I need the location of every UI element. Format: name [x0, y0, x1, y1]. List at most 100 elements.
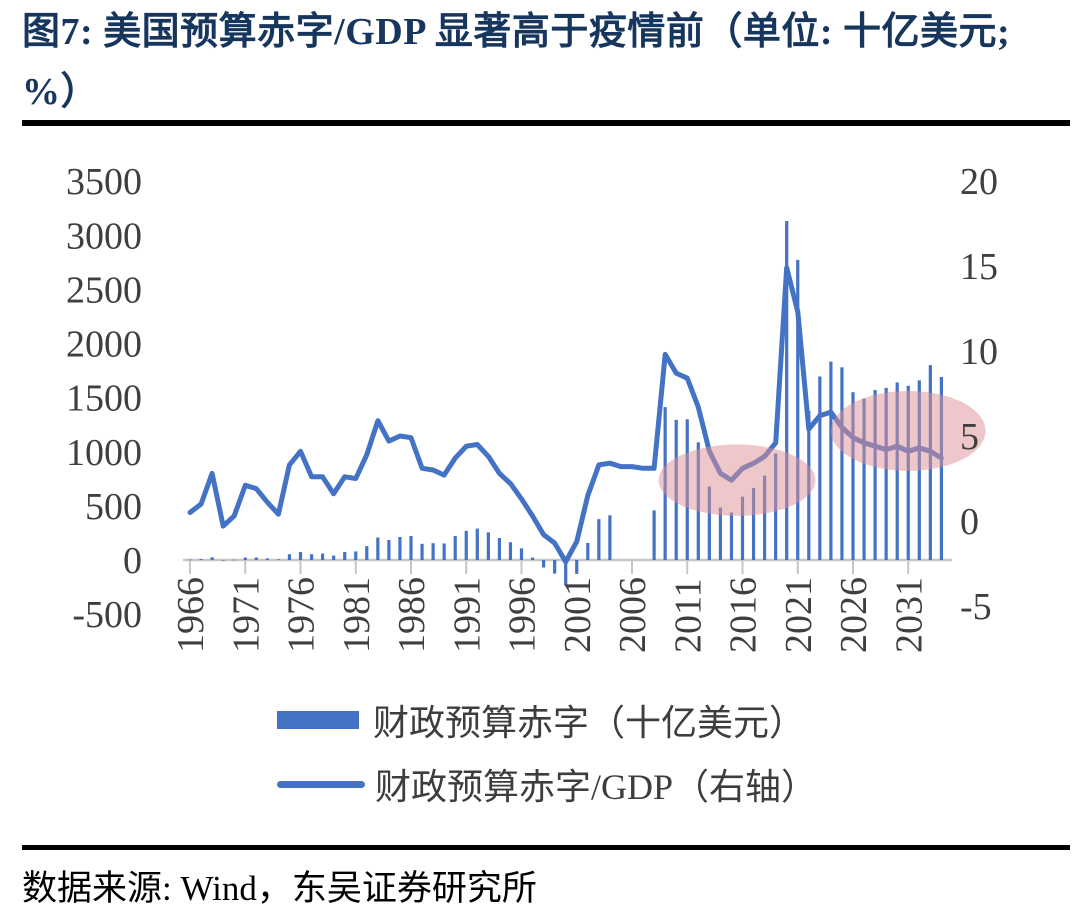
deficit-bar — [707, 486, 711, 560]
deficit-bar — [409, 536, 413, 560]
deficit-chart: 3500 3000 2500 2000 1500 1000 500 0 -500 20 15 10 5 0… — [66, 161, 998, 653]
deficit-bar — [497, 538, 501, 560]
legend-line-swatch-icon — [277, 780, 365, 788]
axis-tick-label: 1971 — [225, 577, 267, 653]
axis-tick-label: 1991 — [446, 577, 488, 653]
deficit-bar — [608, 515, 612, 560]
legend-item-deficit-gdp-line: 财政预算赤字/GDP（右轴） — [277, 764, 817, 807]
legend-item-deficit-bars: 财政预算赤字（十亿美元） — [277, 700, 817, 743]
axis-tick-label: 20 — [960, 161, 998, 203]
divider-top — [22, 120, 1070, 126]
axis-tick-label: 3000 — [66, 215, 142, 257]
deficit-bar — [652, 510, 656, 560]
deficit-bar — [464, 530, 468, 560]
highlight-ellipse — [658, 444, 816, 516]
deficit-bar — [475, 528, 479, 560]
deficit-bar — [751, 487, 756, 560]
deficit-bar — [354, 551, 358, 560]
legend-item-label: 财政预算赤字（十亿美元） — [373, 703, 806, 743]
axis-tick-label: 500 — [85, 486, 142, 528]
axis-tick-label: 0 — [960, 501, 979, 543]
deficit-bar — [553, 560, 557, 574]
source-note: 数据来源: Wind，东吴证券研究所 — [22, 869, 537, 908]
axis-tick-label: 2031 — [888, 577, 930, 653]
deficit-bar — [243, 557, 247, 560]
deficit-bar — [718, 507, 722, 560]
deficit-bar — [575, 560, 579, 574]
deficit-bar — [597, 519, 601, 560]
deficit-bar — [254, 557, 258, 560]
deficit-bar — [906, 385, 910, 560]
deficit-bar — [387, 539, 391, 560]
deficit-bar — [530, 557, 535, 560]
deficit-bar — [895, 382, 899, 560]
axis-tick-label: 2000 — [66, 324, 142, 366]
axis-tick-label: 1500 — [66, 378, 142, 420]
axis-tick-label: 3500 — [66, 161, 142, 203]
deficit-bar — [851, 392, 855, 560]
deficit-bar — [840, 367, 844, 560]
axis-tick-label: 1986 — [391, 577, 433, 653]
deficit-gdp-line — [187, 265, 944, 565]
deficit-bar — [343, 552, 347, 560]
deficit-bar — [442, 543, 446, 560]
axis-tick-label: 15 — [960, 246, 998, 288]
deficit-bar — [232, 559, 236, 561]
legend-bar-swatch-icon — [277, 711, 359, 729]
deficit-bar — [884, 387, 888, 560]
deficit-bar — [332, 555, 336, 560]
deficit-bar — [365, 546, 369, 560]
highlight-ellipse — [830, 390, 986, 471]
deficit-bar — [785, 220, 789, 560]
deficit-bar — [287, 554, 292, 560]
deficit-bar — [873, 390, 877, 560]
deficit-bar — [210, 557, 214, 560]
deficit-bar — [862, 398, 866, 560]
deficit-bar — [453, 536, 457, 560]
deficit-bar — [796, 259, 800, 560]
deficit-bar — [221, 560, 225, 561]
chart-legend: 财政预算赤字（十亿美元） 财政预算赤字/GDP（右轴） — [277, 700, 817, 807]
deficit-bar — [431, 543, 435, 560]
deficit-bar — [818, 376, 822, 560]
axis-tick-label: 10 — [960, 331, 998, 373]
axis-tick-label: 2006 — [612, 577, 654, 653]
axis-tick-label: 0 — [123, 540, 142, 582]
deficit-bar — [298, 552, 303, 560]
figure-title: 图7: 美国预算赤字/GDP 显著高于疫情前（单位: 十亿美元; %） — [22, 11, 1011, 114]
axis-tick-label: 2021 — [778, 577, 820, 653]
deficit-bar — [309, 554, 314, 560]
axis-tick-label: 1976 — [281, 577, 323, 653]
axis-tick-label: 2016 — [723, 577, 765, 653]
deficit-bar — [939, 377, 943, 560]
axis-tick-label: 1981 — [336, 577, 378, 653]
axis-tick-label: 2011 — [667, 578, 709, 653]
deficit-bar — [508, 542, 513, 560]
deficit-bar — [519, 548, 524, 560]
deficit-bar — [188, 559, 192, 561]
axis-tick-label: 2500 — [66, 269, 142, 311]
axis-tick-label: -500 — [72, 594, 142, 636]
deficit-bar — [199, 559, 203, 560]
axis-tick-label: 1000 — [66, 432, 142, 474]
deficit-bar — [276, 559, 280, 560]
deficit-bar — [420, 543, 424, 560]
axis-tick-label: 1966 — [170, 577, 212, 653]
axis-tick-label: 1996 — [502, 577, 544, 653]
deficit-bar — [321, 553, 325, 560]
deficit-bar — [542, 560, 546, 568]
deficit-bar — [564, 560, 568, 586]
deficit-bar — [763, 475, 767, 560]
axis-tick-label: 2001 — [557, 577, 599, 653]
deficit-bar — [729, 512, 734, 560]
axis-tick-label: -5 — [960, 586, 992, 628]
deficit-bar — [398, 537, 402, 560]
legend-item-label: 财政预算赤字/GDP（右轴） — [375, 767, 818, 807]
axis-tick-label: 2026 — [833, 577, 875, 653]
deficit-bar — [586, 542, 590, 560]
deficit-bar — [265, 558, 269, 560]
deficit-bar — [829, 361, 833, 560]
deficit-bar — [740, 496, 745, 560]
divider-bottom — [22, 845, 1070, 850]
